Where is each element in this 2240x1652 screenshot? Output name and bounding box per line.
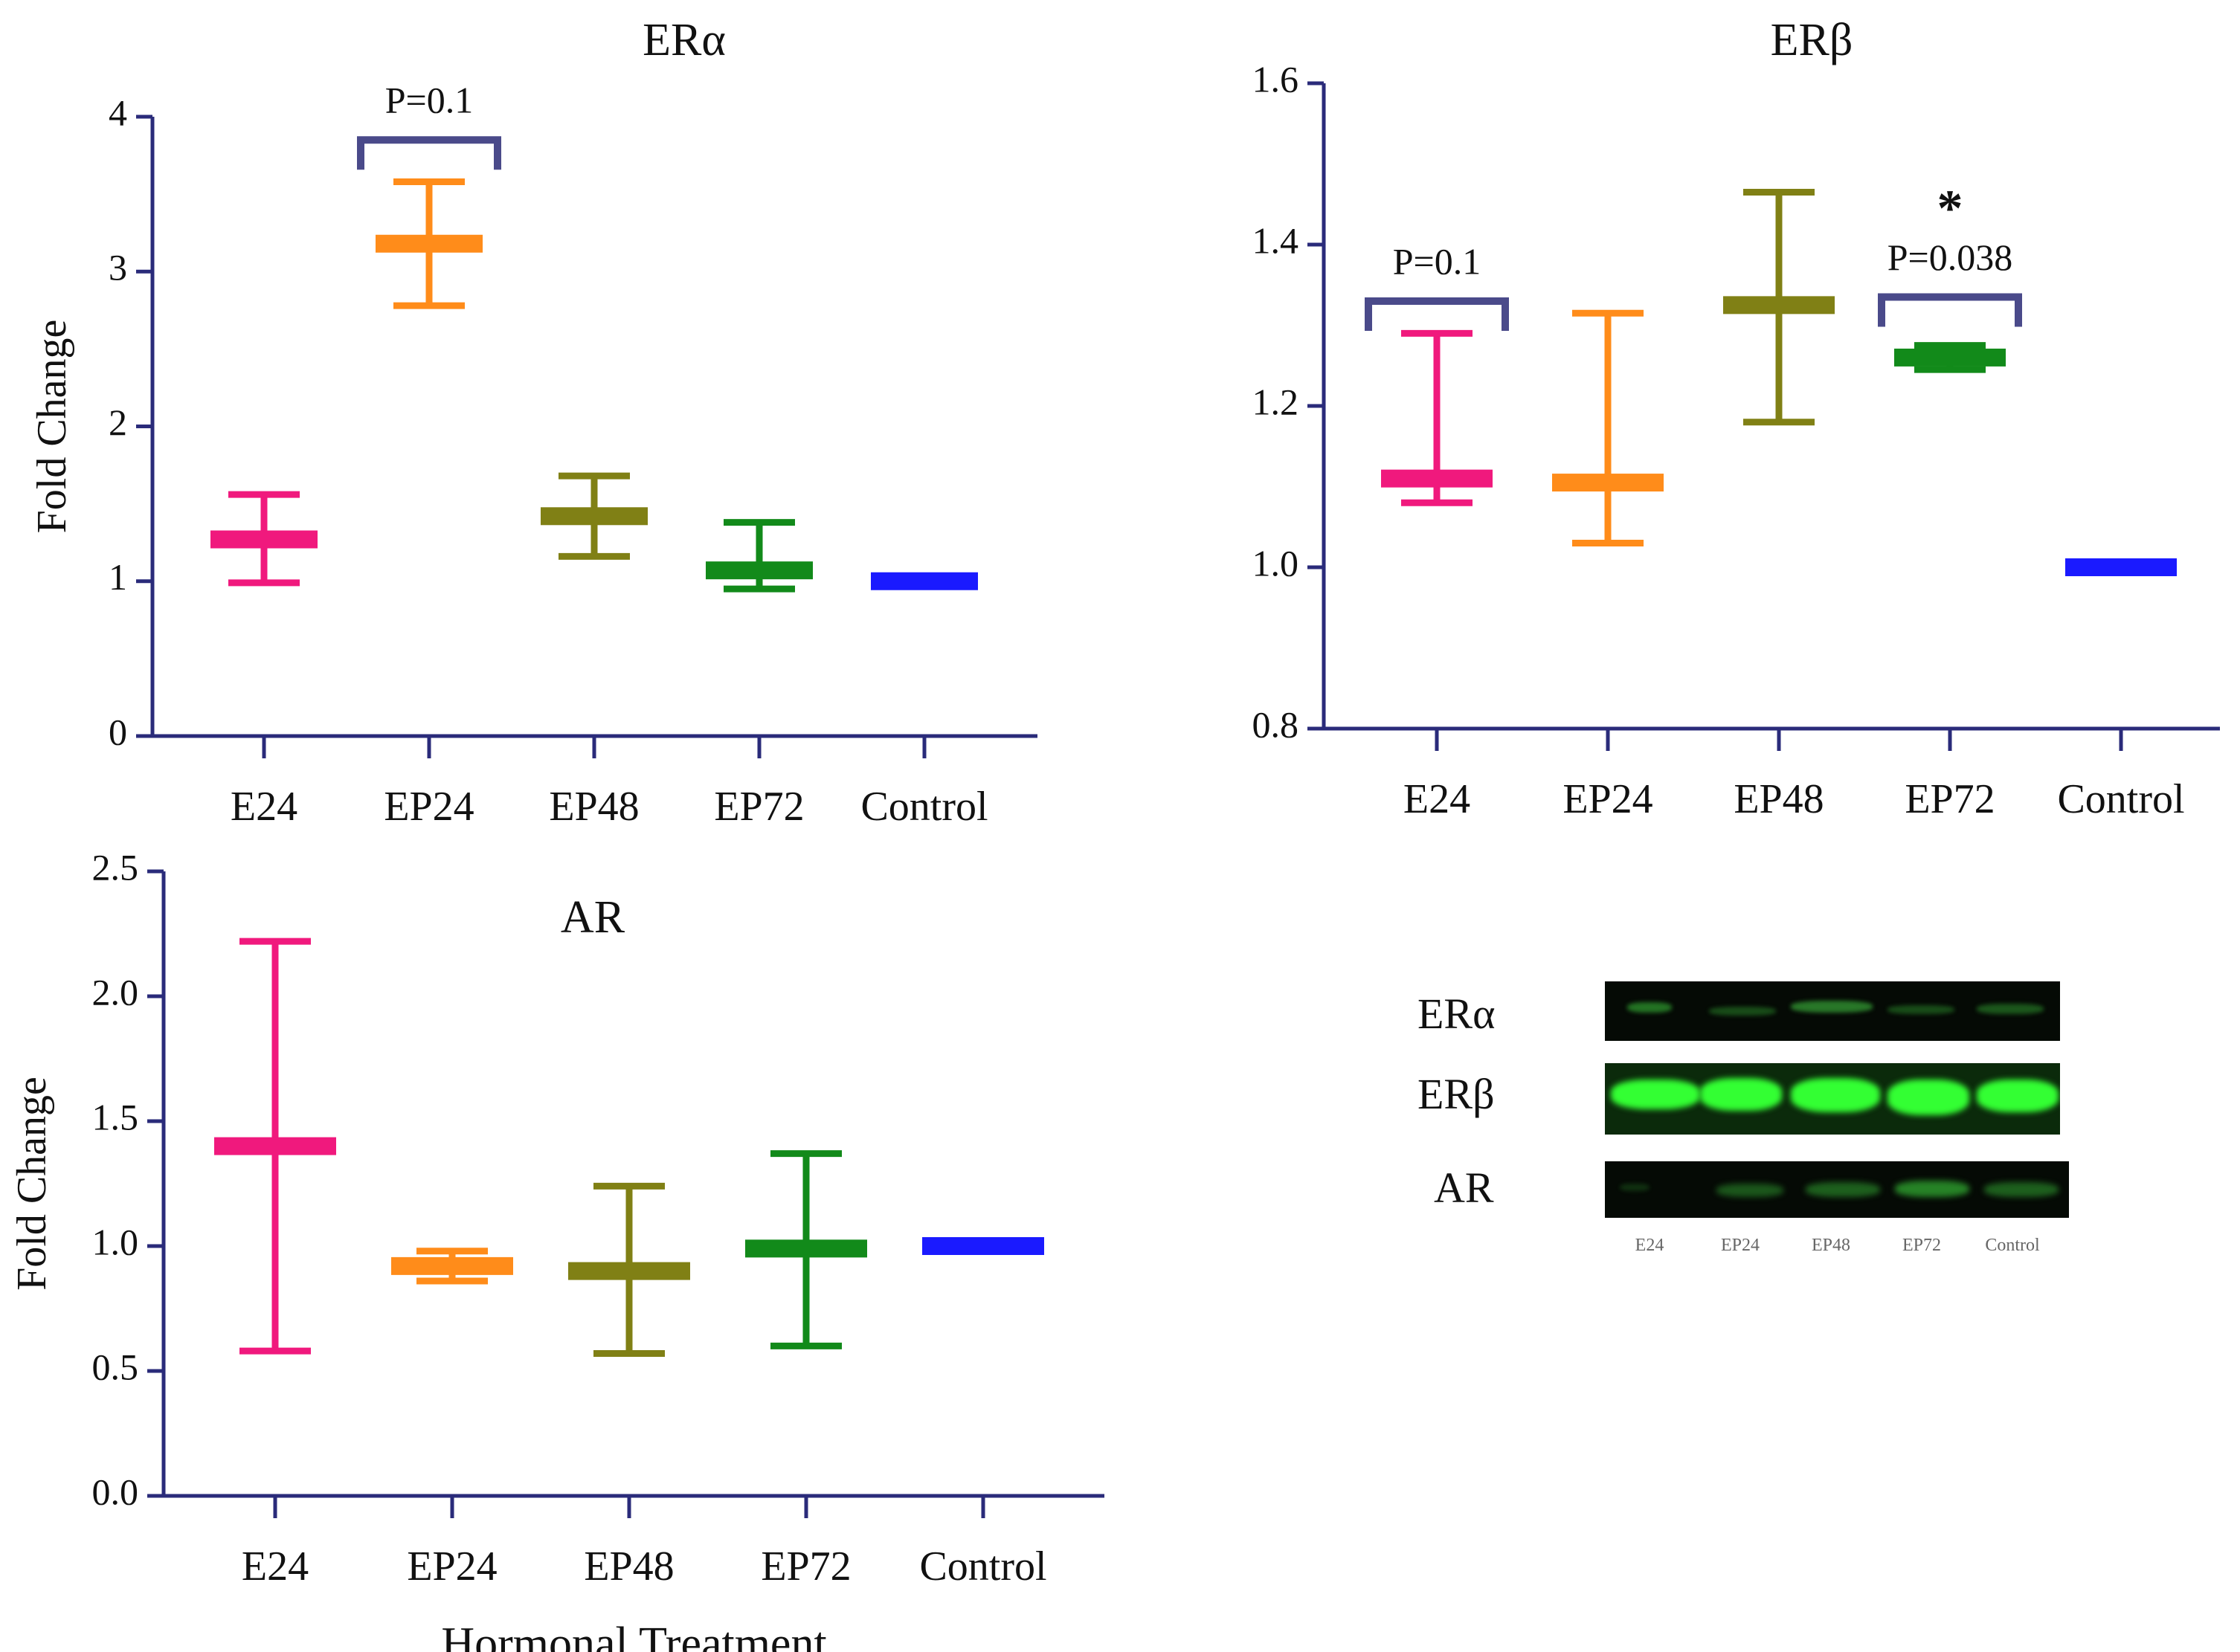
panel-2-y-tick-label: 0.8 bbox=[1252, 703, 1299, 745]
panel-3-y-tick-label: 1.0 bbox=[92, 1221, 139, 1262]
panel-2-p-value-label: P=0.038 bbox=[1887, 236, 2013, 278]
blot-band bbox=[1611, 1080, 1700, 1109]
blot-lane-label-e24: E24 bbox=[1635, 1236, 1664, 1255]
panel-3-y-tick-label: 2.0 bbox=[92, 971, 139, 1013]
panel-2-y-tick-label: 1.2 bbox=[1252, 381, 1299, 422]
panel-2-y-tick-label: 1.6 bbox=[1252, 58, 1299, 100]
panel-2-significance-bracket bbox=[1365, 297, 1509, 331]
panel-1-y-tick-label: 3 bbox=[109, 247, 127, 288]
panel-2-x-tick-label-ep72: EP72 bbox=[1905, 776, 1995, 822]
panel-1-x-tick-label-e24: E24 bbox=[231, 784, 297, 830]
blot-band bbox=[1791, 1078, 1880, 1112]
blot-row-label-ar: AR bbox=[1434, 1164, 1494, 1212]
blot-band bbox=[1887, 1005, 1954, 1014]
panel-3-x-tick-label-control: Control bbox=[919, 1543, 1046, 1590]
blot-row-label-er-beta: ERβ bbox=[1417, 1070, 1495, 1118]
panel-1-mean-bar-e24 bbox=[210, 530, 318, 549]
panel-3-x-tick-label-ep72: EP72 bbox=[761, 1543, 851, 1590]
panel-1-x-tick-label-control: Control bbox=[860, 784, 988, 830]
panel-1-significance-bracket bbox=[357, 136, 501, 170]
panel-1-mean-bar-control bbox=[871, 572, 978, 590]
panel-2-p-value-label: P=0.1 bbox=[1393, 240, 1481, 282]
blot-band bbox=[1791, 1001, 1873, 1013]
panel-1-title: ERα bbox=[643, 15, 726, 65]
blot-strip-ar bbox=[1605, 1161, 2069, 1218]
panel-2-x-tick-label-control: Control bbox=[2057, 776, 2184, 822]
panel-1-y-tick-label: 4 bbox=[109, 91, 127, 133]
panel-1-x-tick-label-ep48: EP48 bbox=[549, 784, 639, 830]
panel-2-y-tick-label: 1.0 bbox=[1252, 542, 1299, 584]
panel-1-mean-bar-ep24 bbox=[376, 234, 483, 253]
panel-3-y-tick-label: 2.5 bbox=[92, 846, 139, 888]
blot-strip-er-beta bbox=[1605, 1063, 2060, 1135]
panel-3-mean-bar-ep24 bbox=[391, 1256, 513, 1275]
blot-lane-label-control: Control bbox=[1985, 1236, 2040, 1255]
blot-row-label-er-alpha: ERα bbox=[1417, 990, 1496, 1038]
panel-3-y-axis-label: Fold Change bbox=[9, 1077, 55, 1291]
panel-3-x-axis-label: Hormonal Treatment bbox=[441, 1619, 826, 1652]
blot-band bbox=[1977, 1004, 2044, 1014]
panel-3-x-tick-label-ep24: EP24 bbox=[407, 1543, 497, 1590]
panel-2-mean-bar-control bbox=[2065, 558, 2177, 576]
panel-2-significance-star: * bbox=[1937, 181, 1963, 238]
panel-3-mean-bar-ep72 bbox=[745, 1239, 867, 1258]
panel-3-mean-bar-e24 bbox=[214, 1137, 336, 1155]
panel-3-y-tick-label: 0.5 bbox=[92, 1346, 139, 1387]
panel-1-y-tick-label: 0 bbox=[109, 711, 127, 752]
panel-1-x-tick-label-ep72: EP72 bbox=[714, 784, 804, 830]
blot-strip-er-alpha bbox=[1605, 981, 2060, 1041]
panel-2-mean-bar-ep48 bbox=[1723, 296, 1835, 314]
panel-1-mean-bar-ep48 bbox=[541, 507, 648, 526]
panel-3-x-tick-label-e24: E24 bbox=[242, 1543, 309, 1590]
panel-1-y-tick-label: 1 bbox=[109, 556, 127, 598]
panel-2-x-tick-label-e24: E24 bbox=[1403, 776, 1470, 822]
blot-lane-label-ep24: EP24 bbox=[1720, 1236, 1760, 1255]
panel-1-x-tick-label-ep24: EP24 bbox=[384, 784, 474, 830]
blot-band bbox=[1709, 1007, 1776, 1016]
panel-3-y-tick-label: 1.5 bbox=[92, 1096, 139, 1138]
panel-3-x-tick-label-ep48: EP48 bbox=[584, 1543, 674, 1590]
blot-band bbox=[1620, 1184, 1650, 1191]
panel-1-mean-bar-ep72 bbox=[706, 561, 813, 580]
blot-lane-label-ep48: EP48 bbox=[1811, 1236, 1850, 1255]
blot-band bbox=[1806, 1182, 1880, 1197]
panel-1-p-value-label: P=0.1 bbox=[385, 80, 474, 121]
panel-2-mean-bar-ep72 bbox=[1894, 348, 2006, 367]
panel-1-y-tick-label: 2 bbox=[109, 401, 127, 443]
panel-2-y-tick-label: 1.4 bbox=[1252, 219, 1299, 261]
panel-2-mean-bar-e24 bbox=[1381, 469, 1493, 488]
blot-band bbox=[1716, 1184, 1783, 1197]
blot-band bbox=[1977, 1080, 2059, 1112]
panel-2-title: ERβ bbox=[1771, 15, 1853, 65]
panel-2-mean-bar-ep24 bbox=[1552, 474, 1664, 492]
blot-band bbox=[1895, 1181, 1969, 1197]
panel-3-title: AR bbox=[561, 892, 625, 943]
blot-band bbox=[1700, 1078, 1782, 1111]
panel-1-y-axis-label: Fold Change bbox=[29, 320, 75, 534]
panel-2-x-tick-label-ep48: EP48 bbox=[1734, 776, 1824, 822]
panel-3-mean-bar-ep48 bbox=[568, 1262, 690, 1280]
blot-band bbox=[1887, 1080, 1969, 1115]
panel-3-y-tick-label: 0.0 bbox=[92, 1471, 139, 1512]
panel-3-mean-bar-control bbox=[922, 1237, 1044, 1255]
panel-2-significance-bracket bbox=[1878, 293, 2022, 327]
blot-band bbox=[1984, 1182, 2059, 1197]
panel-2-x-tick-label-ep24: EP24 bbox=[1562, 776, 1652, 822]
blot-band bbox=[1627, 1002, 1672, 1013]
western-blot-panel: ERα ERβ AR E24 EP24 EP48 EP72 Control bbox=[1398, 967, 2097, 1279]
blot-lane-label-ep72: EP72 bbox=[1902, 1236, 1941, 1255]
